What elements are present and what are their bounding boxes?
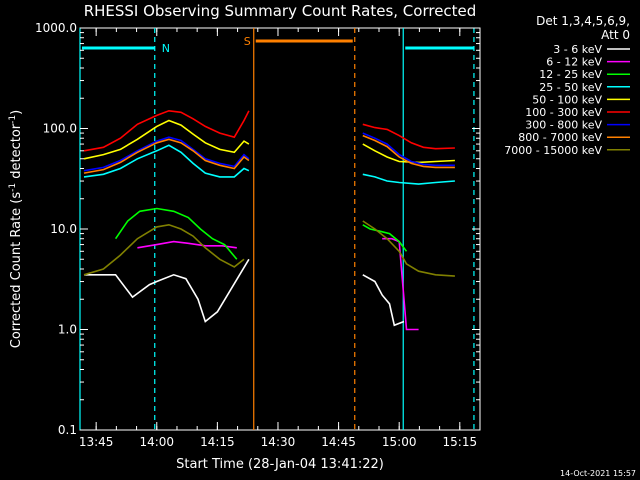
series-line-6-seg1 [83,136,250,172]
x-tick-label: 14:30 [261,435,296,449]
y-tick-label: 10.0 [50,222,77,236]
series-line-7-seg2 [362,134,455,169]
x-axis: 13:45 14:00 14:15 14:30 14:45 15:00 15:15 [79,28,477,449]
x-tick-label: 15:00 [382,435,417,449]
y-tick-label: 1000.0 [35,21,77,35]
plot-area: NS [79,27,481,431]
x-tick-label: 14:00 [139,435,174,449]
legend-label: 100 - 300 keV [525,106,602,119]
legend-header-line-1: Det 1,3,4,5,6,9, [536,14,630,28]
series-line-5-seg2 [362,123,455,150]
legend-label: 7000 - 15000 keV [504,144,602,157]
legend-label: 300 - 800 keV [525,119,602,132]
x-tick-label: 15:15 [443,435,478,449]
y-tick-label: 0.1 [58,423,77,437]
legend-label: 6 - 12 keV [546,56,602,69]
chart-title: RHESSI Observing Summary Count Rates, Co… [84,2,477,20]
series-line-2-seg1 [114,207,238,260]
series-line-6-seg2 [362,132,455,167]
legend-label: 800 - 7000 keV [518,131,602,144]
x-tick-label: 14:45 [321,435,356,449]
y-axis-label: Corrected Count Rate (s-1 detector-1) [8,110,24,348]
legend-label: 25 - 50 keV [539,81,602,94]
series-line-3-seg2 [362,173,455,185]
series-line-5-seg1 [83,109,250,152]
generation-timestamp: 14-Oct-2021 15:57 [560,469,636,478]
series-line-3-seg1 [83,144,250,178]
series-line-4-seg2 [362,143,455,164]
x-axis-label: Start Time (28-Jan-04 13:41:22) [176,457,384,472]
series-line-8-seg2 [362,220,455,277]
legend-label: 3 - 6 keV [553,43,602,56]
y-tick-label: 1.0 [58,323,77,337]
series-line-7-seg1 [83,138,250,174]
y-tick-label: 100.0 [43,122,77,136]
x-tick-label: 14:15 [200,435,235,449]
series-line-2-seg2 [362,224,408,252]
series-line-0-seg1 [84,258,250,323]
flag-label: N [162,42,170,55]
y-axis: 0.1 1.0 10.0 100.0 1000.0 [35,21,480,437]
x-tick-label: 13:45 [79,435,114,449]
series-line-1-seg1 [137,240,237,249]
flag-label: S [244,35,251,48]
series-line-8-seg1 [83,223,245,276]
legend-label: 12 - 25 keV [539,68,602,81]
series-line-4-seg1 [83,119,250,160]
legend-label: 50 - 100 keV [532,93,602,106]
legend-header-line-2: Att 0 [601,28,630,42]
series-line-0-seg2 [362,274,405,327]
